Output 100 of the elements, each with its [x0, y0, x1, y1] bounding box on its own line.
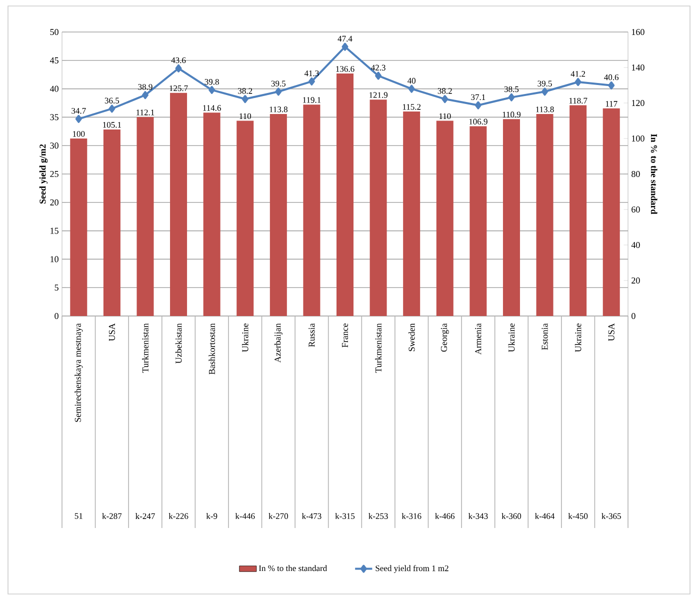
bar: [70, 138, 88, 316]
text: k-253: [368, 513, 388, 519]
data-label: 105.1: [103, 122, 121, 128]
bar: [103, 129, 120, 316]
x-tick-label: USA: [608, 323, 614, 342]
data-label: 112.1: [136, 110, 154, 116]
x-tick-label: Sweden: [408, 323, 415, 352]
data-label: 40: [408, 78, 416, 84]
data-label: 39.8: [204, 78, 219, 85]
point: [508, 93, 515, 102]
x-tick-label: Turkmenistan: [142, 323, 148, 373]
y-tick-label: 10: [50, 256, 58, 262]
bar: [470, 126, 487, 316]
text: k-247: [135, 513, 155, 519]
bar: [236, 120, 254, 316]
text: k-226: [168, 513, 188, 519]
y2-tick-label: 100: [632, 135, 644, 142]
data-label: 38.2: [238, 88, 252, 94]
text: k-464: [535, 513, 555, 519]
point: [474, 101, 482, 110]
text: k-343: [468, 513, 488, 519]
x-tick-label: Azerbaijan: [274, 323, 282, 363]
y-tick-label: 20: [50, 199, 58, 206]
y-tick-label: 0: [54, 312, 58, 320]
y-tick-label: 5: [54, 284, 58, 291]
text: k-365: [602, 513, 621, 519]
point: [275, 88, 282, 96]
y-tick-label: 30: [50, 142, 58, 149]
bar: [270, 114, 287, 316]
point: [574, 78, 582, 86]
data-label: 106.9: [469, 118, 488, 125]
bar: [370, 100, 387, 316]
text: k-473: [302, 513, 322, 519]
data-label: 110.9: [502, 112, 521, 118]
data-label: 41.2: [570, 71, 586, 77]
data-label: 121.9: [369, 92, 388, 98]
bar: [536, 114, 554, 316]
data-label: 115.2: [402, 104, 421, 110]
data-label: 39.5: [538, 80, 552, 86]
y2-axis-title: In % to the standard: [650, 134, 658, 214]
data-label: 38.2: [438, 88, 452, 94]
data-label: 119.1: [303, 97, 321, 103]
text: k-466: [435, 513, 455, 519]
data-label: 42.3: [371, 64, 386, 71]
x-tick-label: Georgia: [440, 323, 449, 352]
data-label: 100: [73, 131, 85, 137]
y2-tick-label: 0: [632, 312, 636, 320]
point: [108, 104, 116, 113]
bar: [436, 120, 454, 316]
bar: [602, 108, 620, 316]
bar: [502, 119, 520, 316]
text: k-270: [268, 513, 288, 519]
bar: [203, 112, 220, 316]
bar: [403, 112, 420, 316]
y2-tick-label: 80: [632, 170, 640, 178]
point: [208, 86, 216, 94]
x-tick-label: Armenia: [475, 323, 482, 355]
y2-tick-label: 20: [632, 277, 640, 284]
data-label: 43.6: [171, 57, 186, 64]
point: [142, 91, 148, 100]
data-label: 34.7: [72, 108, 86, 114]
y2-tick-label: 160: [632, 28, 644, 36]
data-label: 38.9: [138, 84, 152, 90]
y-tick-label: 40: [50, 86, 58, 92]
x-tick-label: Semirechenskaya mestnaya: [74, 323, 83, 422]
y-tick-label: 15: [50, 228, 58, 234]
data-label: 136.6: [336, 66, 354, 72]
y-tick-label: 45: [50, 57, 58, 64]
x-tick-label: Ukraine: [508, 324, 515, 352]
x-tick-label: Bashkortostan: [208, 323, 215, 374]
point: [608, 81, 615, 90]
y-axis-title: Seed yield g/m2: [39, 144, 48, 204]
data-label: 41.3: [304, 70, 319, 76]
text: k-446: [235, 513, 255, 519]
text: k-316: [402, 513, 422, 519]
legend-label: Seed yield from 1 m2: [376, 565, 448, 573]
data-label: 47.4: [338, 36, 352, 42]
y2-tick-label: 40: [631, 242, 640, 248]
point: [342, 42, 348, 51]
data-label: 40.6: [604, 74, 619, 80]
y-tick-label: 50: [50, 28, 58, 36]
data-label: 117: [606, 101, 618, 107]
data-label: 118.7: [569, 98, 588, 104]
x-tick-label: Turkmenistan: [375, 323, 382, 373]
x-tick-label: Russia: [308, 323, 315, 347]
y2-tick-label: 120: [632, 100, 644, 106]
point: [542, 88, 548, 96]
data-label: 125.7: [170, 85, 188, 92]
point: [75, 114, 82, 123]
legend-label: In % to the standard: [258, 565, 327, 572]
data-label: 110: [240, 113, 252, 120]
point: [308, 77, 315, 86]
x-tick-label: Uzbekistan: [175, 323, 182, 364]
x-tick-label: Ukraine: [242, 324, 248, 352]
data-label: 38.5: [504, 86, 519, 92]
text: 51: [74, 513, 82, 519]
data-label: 36.5: [104, 98, 120, 104]
point: [442, 95, 448, 104]
y-tick-label: 35: [50, 114, 58, 120]
point: [242, 95, 248, 104]
